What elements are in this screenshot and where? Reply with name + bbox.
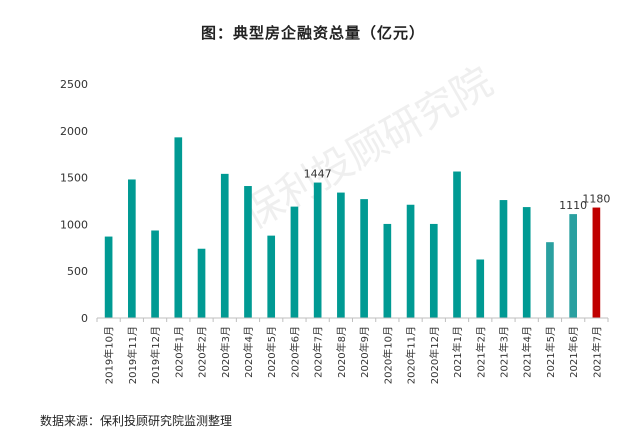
bar (499, 200, 508, 318)
x-tick-label: 2020年3月 (219, 326, 232, 378)
x-tick-label: 2020年9月 (358, 326, 371, 378)
x-tick-label: 2020年11月 (405, 326, 418, 384)
data-label: 1180 (582, 193, 610, 206)
y-axis: 0 500 1000 1500 2000 2500 (60, 78, 88, 325)
bar (174, 137, 183, 318)
y-tick-label: 500 (67, 265, 88, 278)
y-tick-label: 2500 (60, 78, 88, 91)
bar (197, 248, 206, 318)
bar (546, 242, 554, 318)
x-tick-label: 2021年3月 (497, 326, 510, 378)
y-tick-label: 0 (81, 312, 88, 325)
bar (290, 206, 299, 318)
x-tick-label: 2020年12月 (428, 326, 441, 384)
bar (592, 207, 601, 318)
bar (337, 192, 345, 318)
x-tick-label: 2021年7月 (590, 326, 603, 378)
bar (151, 230, 159, 318)
bar (429, 223, 438, 318)
bar (313, 182, 322, 318)
data-label: 1447 (304, 168, 332, 181)
x-tick-label: 2021年6月 (567, 326, 580, 378)
bar (220, 173, 229, 318)
x-tick-label: 2020年10月 (381, 326, 394, 384)
x-tick-label: 2020年7月 (312, 326, 325, 378)
y-tick-label: 1500 (60, 172, 88, 185)
bar (406, 204, 415, 318)
y-tick-label: 1000 (60, 218, 88, 231)
bar (128, 179, 136, 318)
x-tick-label: 2021年5月 (544, 326, 557, 378)
x-axis: 2019年10月 2019年11月 2019年12月 2020年1月 2020年2月 20… (96, 317, 609, 384)
y-tick-label: 2000 (60, 125, 88, 138)
bars (104, 137, 601, 318)
x-tick-label: 2020年5月 (265, 326, 278, 378)
x-tick-label: 2020年4月 (242, 326, 255, 378)
bar (453, 171, 461, 318)
bar (244, 186, 252, 318)
x-tick-label: 2021年1月 (451, 326, 464, 378)
chart-title: 图：典型房企融资总量（亿元） (200, 24, 425, 42)
x-tick-label: 2019年12月 (149, 326, 162, 384)
x-tick-label: 2020年8月 (335, 326, 348, 378)
x-tick-label: 2021年2月 (474, 326, 487, 378)
bar (360, 199, 368, 318)
bar (569, 214, 577, 318)
x-tick-label: 2021年4月 (521, 326, 534, 378)
source-note: 数据来源：保利投顾研究院监测整理 (40, 414, 233, 428)
x-tick-label: 2020年1月 (172, 326, 185, 378)
x-tick-label: 2020年6月 (288, 326, 301, 378)
data-label: 1110 (559, 199, 587, 212)
bar (383, 223, 392, 318)
bar (476, 259, 485, 318)
x-tick-label: 2019年11月 (126, 326, 139, 384)
x-tick-label: 2020年2月 (196, 326, 209, 378)
bar (267, 235, 276, 318)
x-tick-label: 2019年10月 (103, 326, 116, 384)
bar (104, 236, 113, 318)
bar (522, 207, 531, 318)
